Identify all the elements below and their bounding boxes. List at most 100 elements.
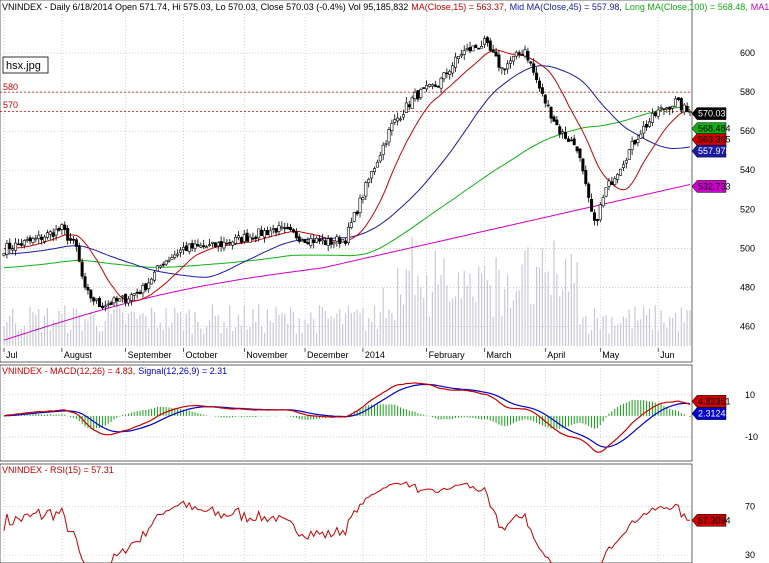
candle-body (636, 139, 640, 143)
ma100-line (3, 106, 691, 269)
candle-body (95, 298, 99, 301)
reference-lines (0, 91, 692, 113)
candle-body (135, 291, 139, 294)
candle-body (364, 182, 368, 197)
rsi-line (3, 481, 690, 563)
candle-body (393, 119, 397, 123)
candle-body (372, 168, 376, 173)
candle-body (456, 56, 460, 59)
candle-body (150, 278, 154, 285)
candle-body (19, 243, 23, 246)
candle-body (555, 119, 559, 126)
candle-body (147, 282, 151, 289)
candle-body (352, 212, 356, 222)
candle-body (445, 72, 449, 75)
watermark-text: hsx.jpg (6, 60, 41, 72)
price-y-tick: 560 (740, 126, 755, 136)
candle-body (430, 84, 434, 87)
candle-body (590, 199, 594, 212)
candle-body (16, 243, 20, 246)
macd-value-tag: 4.83351 (691, 395, 731, 408)
candle-body (659, 107, 663, 109)
ma45-value-tag: 557.978 (691, 144, 731, 158)
svg-text:532.733: 532.733 (698, 181, 731, 191)
candle-body (170, 257, 174, 260)
candle-body (260, 229, 264, 236)
candle-body (338, 237, 342, 244)
candle-body (315, 237, 319, 243)
x-tick-label: September (128, 350, 172, 360)
candle-body (662, 108, 666, 110)
candle-body (401, 114, 405, 118)
rsi-header-name: VNINDEX - RSI(15) = 57.31 (2, 465, 114, 475)
candle-body (100, 305, 104, 309)
candle-body (601, 197, 605, 207)
candle-body (312, 239, 316, 243)
candle-body (239, 237, 243, 243)
candle-body (477, 47, 481, 50)
ref-label-580: 580 (3, 82, 18, 92)
candle-body (349, 222, 353, 228)
candle-body (254, 236, 258, 239)
candle-body (222, 242, 226, 249)
candle-body (572, 138, 576, 146)
candle-body (511, 55, 515, 62)
candle-body (234, 236, 238, 244)
candle-body (462, 50, 466, 55)
candle-body (164, 260, 168, 265)
candle-body (355, 211, 359, 215)
x-tick-label: February (429, 350, 466, 360)
candle-body (416, 90, 420, 100)
candle-body (647, 121, 651, 127)
candle-body (370, 171, 374, 179)
candle-body (289, 226, 293, 231)
candle-body (216, 242, 220, 247)
candle-body (549, 106, 553, 119)
price-y-tick: 540 (740, 165, 755, 175)
x-axis-labels: Jul August September October November Decembe… (3, 348, 675, 360)
candle-body (89, 289, 93, 299)
candle-body (546, 104, 550, 107)
candle-body (448, 70, 452, 75)
svg-text:570.03: 570.03 (698, 109, 726, 119)
macd-value-tags: 4.83351 2.31243 (691, 395, 731, 420)
candle-body (503, 68, 507, 71)
candle-body (384, 143, 388, 145)
candle-body (676, 97, 680, 100)
candle-body (509, 60, 513, 64)
candle-body (642, 125, 646, 134)
price-y-tick: 600 (740, 48, 755, 58)
candle-body (396, 117, 400, 122)
candle-body (271, 228, 275, 231)
candle-body (161, 263, 165, 266)
candle-body (309, 238, 313, 246)
candle-body (569, 139, 573, 142)
price-y-axis: 460 480 500 520 540 560 580 600 (740, 48, 755, 331)
x-tick-label: Jul (6, 350, 18, 360)
candle-body (83, 276, 87, 288)
candle-body (103, 305, 107, 308)
candle-body (86, 287, 90, 291)
candle-body (407, 104, 411, 108)
rsi-line (3, 481, 690, 563)
candle-body (37, 234, 41, 240)
candle-body (480, 46, 484, 49)
candle-body (399, 118, 403, 121)
candle-body (74, 239, 78, 247)
macd-y-axis: 10 -10 (745, 390, 758, 442)
candle-body (404, 102, 408, 113)
candle-body (375, 161, 379, 168)
candle-body (199, 245, 203, 248)
price-header-ma45: Mid MA(Close,45) = 557.98, (510, 2, 622, 12)
candle-body (11, 248, 15, 251)
candle-body (228, 242, 232, 244)
candle-body (514, 51, 518, 57)
candle-body (674, 98, 678, 107)
candle-body (51, 232, 55, 237)
candle-body (48, 231, 52, 235)
candle-body (277, 225, 281, 232)
candle-body (208, 244, 212, 247)
candle-body (109, 302, 113, 306)
candle-body (318, 238, 322, 242)
candle-body (390, 123, 394, 132)
